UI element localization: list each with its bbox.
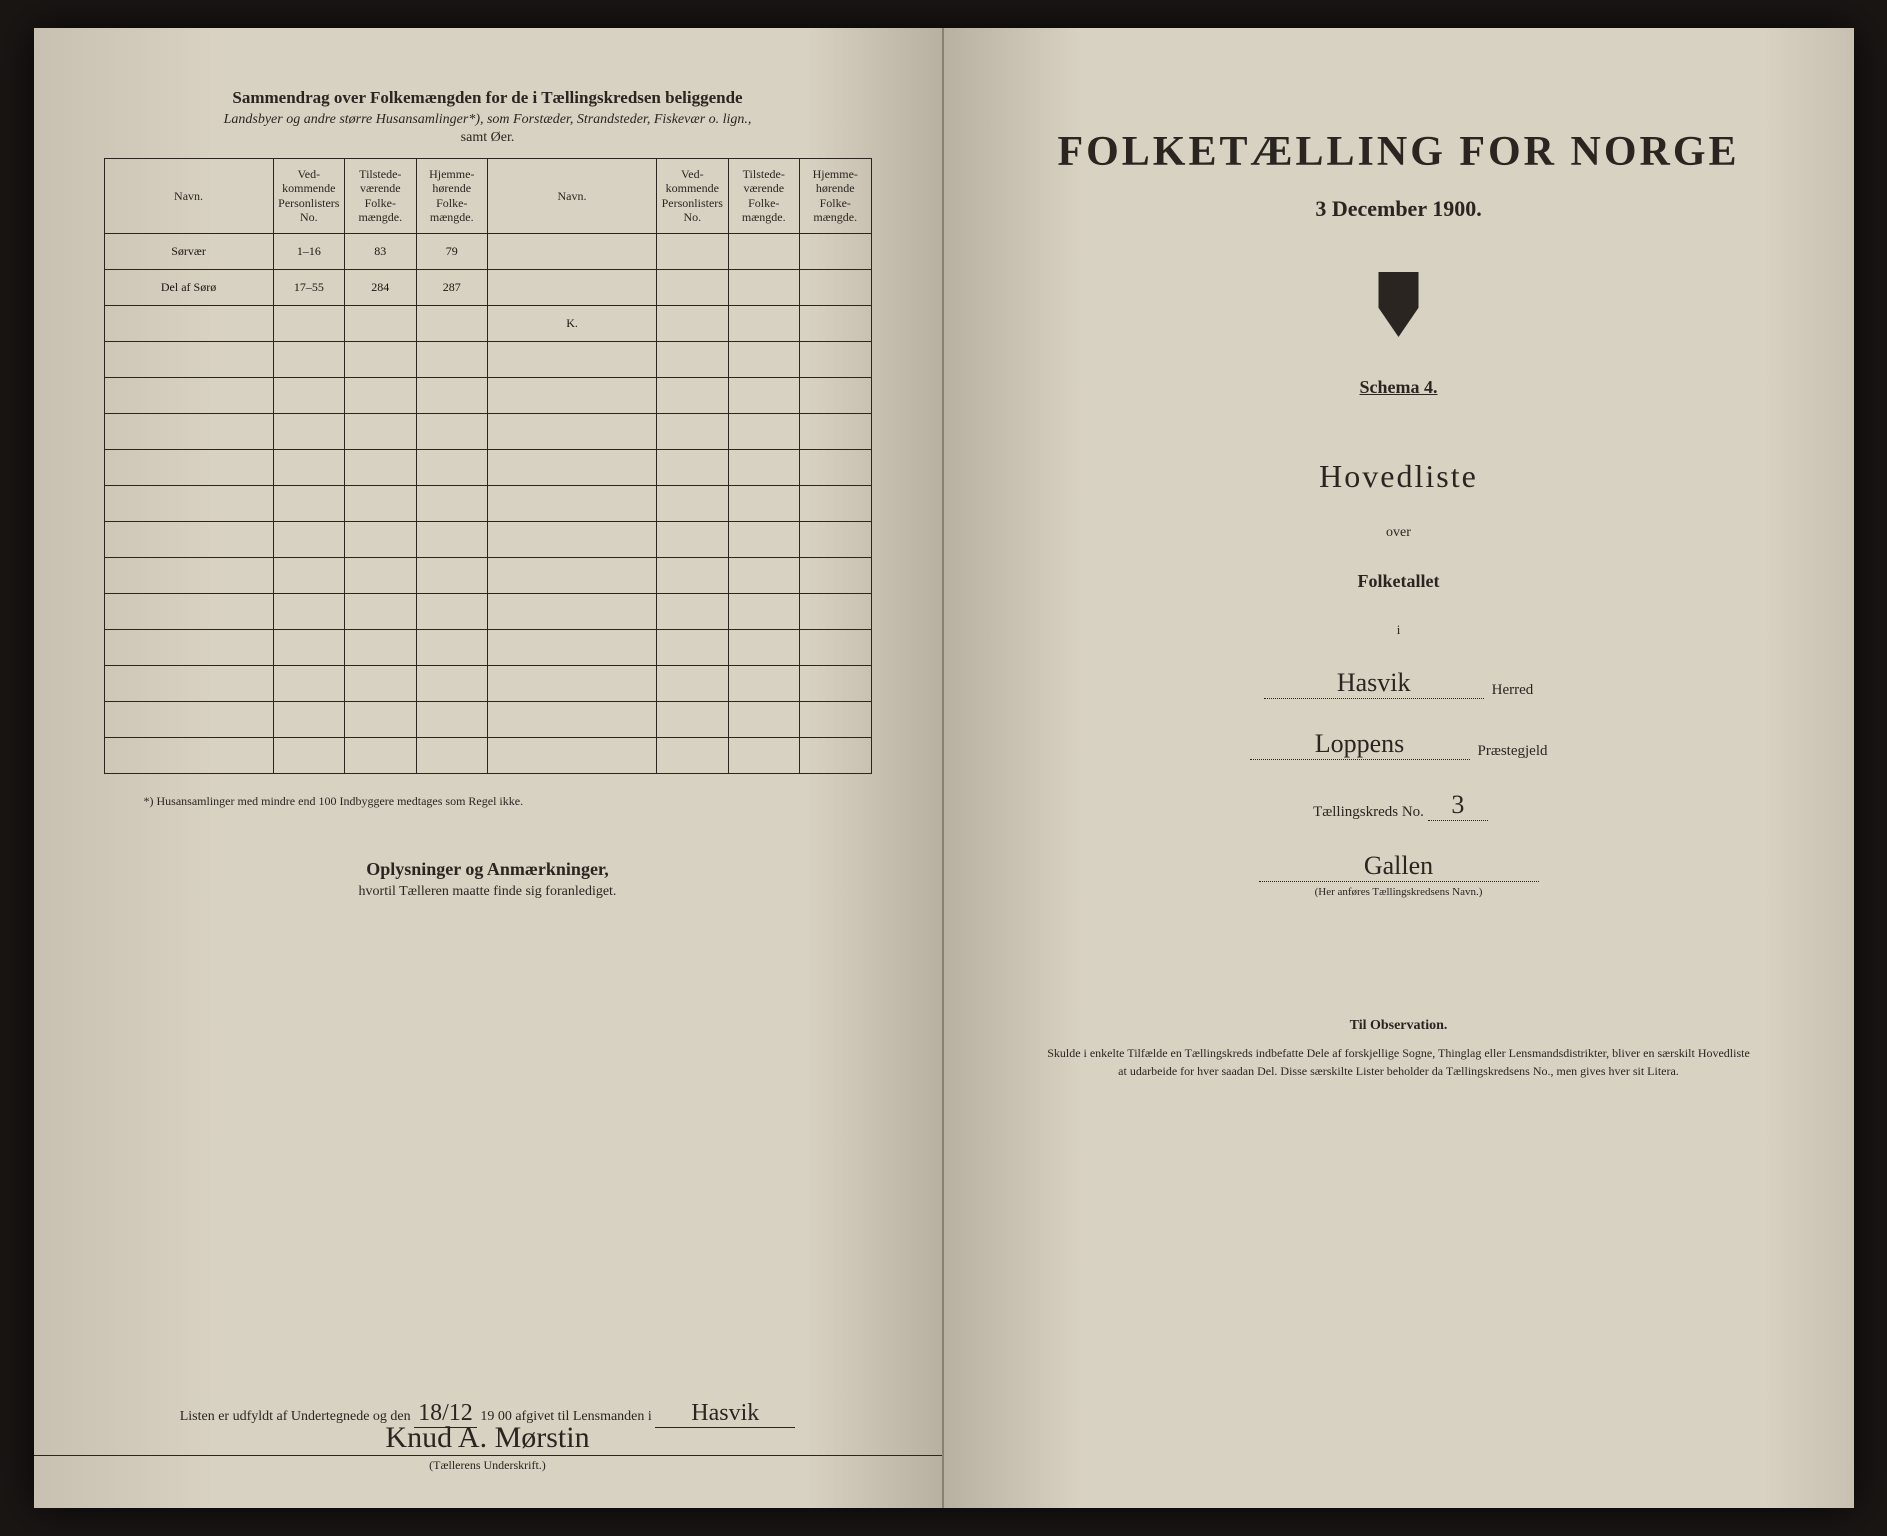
cell-hj: 287	[416, 269, 487, 305]
kreds-name: Gallen	[1259, 851, 1539, 882]
praeste-value: Loppens	[1250, 729, 1470, 760]
schema-label: Schema 4.	[1014, 377, 1784, 398]
cell-navn: Del af Sørø	[104, 269, 273, 305]
header-samt: samt Øer.	[104, 130, 872, 146]
col-tilstede: Tilstede-værende Folke-mængde.	[345, 159, 416, 234]
observation-body: Skulde i enkelte Tilfælde en Tællingskre…	[1014, 1044, 1784, 1080]
observation-heading: Til Observation.	[1014, 1018, 1784, 1034]
col-tilstede-2: Tilstede-værende Folke-mængde.	[728, 159, 799, 234]
oplys-heading: Oplysninger og Anmærkninger,	[104, 859, 872, 880]
document-spread: Sammendrag over Folkemængden for de i Tæ…	[34, 28, 1854, 1508]
header-bold: Sammendrag over Folkemængden for de i Tæ…	[104, 88, 872, 108]
col-person: Ved-kommende Personlisters No.	[273, 159, 344, 234]
main-title: FOLKETÆLLING FOR NORGE	[1014, 128, 1784, 176]
herred-value: Hasvik	[1264, 668, 1484, 699]
table-row	[104, 593, 871, 629]
praestegjeld-line: Loppens Præstegjeld	[1014, 729, 1784, 760]
table-row	[104, 557, 871, 593]
kreds-name-line: Gallen	[1014, 851, 1784, 882]
over-label: over	[1014, 525, 1784, 541]
census-table: Navn. Ved-kommende Personlisters No. Til…	[104, 158, 872, 774]
table-row	[104, 377, 871, 413]
footnote: *) Husansamlinger med mindre end 100 Ind…	[104, 794, 872, 809]
folketallet-label: Folketallet	[1014, 571, 1784, 592]
col-hjemme: Hjemme-hørende Folke-mængde.	[416, 159, 487, 234]
right-page: FOLKETÆLLING FOR NORGE 3 December 1900. …	[944, 28, 1854, 1508]
cell-pno: 1–16	[273, 233, 344, 269]
signature-label: (Tællerens Underskrift.)	[34, 1458, 942, 1473]
herred-line: Hasvik Herred	[1014, 668, 1784, 699]
signature-name: Knud A. Mørstin	[34, 1421, 942, 1456]
table-row	[104, 341, 871, 377]
table-row	[104, 665, 871, 701]
col-navn-2: Navn.	[487, 159, 656, 234]
left-header: Sammendrag over Folkemængden for de i Tæ…	[104, 88, 872, 146]
cell-pno: 17–55	[273, 269, 344, 305]
kreds-label: Tællingskreds No.	[1313, 804, 1424, 820]
cell-til: 83	[345, 233, 416, 269]
kreds-no-line: Tællingskreds No. 3	[1014, 790, 1784, 821]
i-label: i	[1014, 622, 1784, 638]
col-person-2: Ved-kommende Personlisters No.	[657, 159, 728, 234]
kreds-no: 3	[1428, 790, 1488, 821]
cell-navn: Sørvær	[104, 233, 273, 269]
herred-label: Herred	[1492, 682, 1534, 698]
table-row	[104, 629, 871, 665]
left-page: Sammendrag over Folkemængden for de i Tæ…	[34, 28, 944, 1508]
hovedliste-heading: Hovedliste	[1014, 458, 1784, 495]
coat-of-arms-icon	[1374, 272, 1424, 337]
table-row	[104, 413, 871, 449]
table-row: Del af Sørø 17–55 284 287	[104, 269, 871, 305]
filler-mark: K.	[487, 305, 656, 341]
table-row	[104, 701, 871, 737]
table-row	[104, 521, 871, 557]
table-row: K.	[104, 305, 871, 341]
cell-til: 284	[345, 269, 416, 305]
kreds-hint: (Her anføres Tællingskredsens Navn.)	[1014, 886, 1784, 898]
oplys-sub: hvortil Tælleren maatte finde sig foranl…	[104, 884, 872, 900]
signature-block: Knud A. Mørstin (Tællerens Underskrift.)	[34, 1421, 942, 1473]
praeste-label: Præstegjeld	[1478, 743, 1548, 759]
table-row: Sørvær 1–16 83 79	[104, 233, 871, 269]
col-navn: Navn.	[104, 159, 273, 234]
header-italic: Landsbyer og andre større Husansamlinger…	[104, 112, 872, 128]
census-date: 3 December 1900.	[1014, 196, 1784, 222]
table-row	[104, 737, 871, 773]
cell-hj: 79	[416, 233, 487, 269]
table-header-row: Navn. Ved-kommende Personlisters No. Til…	[104, 159, 871, 234]
table-row	[104, 485, 871, 521]
col-hjemme-2: Hjemme-hørende Folke-mængde.	[800, 159, 872, 234]
oplysninger-section: Oplysninger og Anmærkninger, hvortil Tæl…	[104, 859, 872, 900]
table-row	[104, 449, 871, 485]
